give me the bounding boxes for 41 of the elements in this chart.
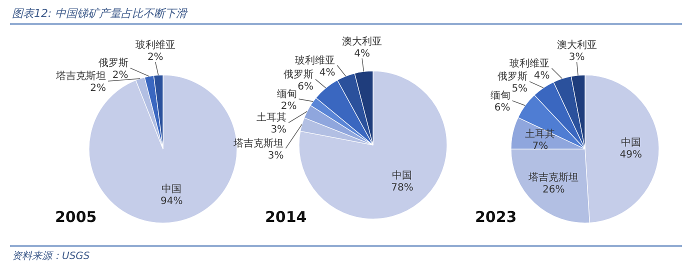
data-label: 3% xyxy=(268,150,284,162)
slice-label: 土耳其 xyxy=(256,112,287,124)
data-label: 7% xyxy=(532,140,548,152)
slice-label: 土耳其 xyxy=(525,128,556,140)
slice-label: 塔吉克斯坦 xyxy=(528,171,579,184)
data-label: 2% xyxy=(90,83,106,94)
data-label: 2% xyxy=(280,100,297,112)
text: 资料来源：USGS xyxy=(12,250,90,262)
slice-label: 玻利维亚 xyxy=(510,57,550,70)
text: 图表12: 中国锑矿产量占比不断下滑 xyxy=(12,7,188,20)
slice-label: 缅甸 xyxy=(276,88,297,100)
data-label: 6% xyxy=(298,81,314,92)
data-label: 94% xyxy=(160,196,183,208)
data-label: 78% xyxy=(391,182,414,194)
data-label: 2% xyxy=(147,52,164,64)
data-label: 26% xyxy=(542,184,565,196)
text: 2023 xyxy=(475,208,517,226)
slice-label: 澳大利亚 xyxy=(342,35,382,48)
data-label: 4% xyxy=(354,48,370,60)
data-label: 5% xyxy=(512,84,528,95)
slice-label: 俄罗斯 xyxy=(98,57,128,70)
data-label: 4% xyxy=(319,67,336,78)
slice-label: 中国 xyxy=(620,136,641,149)
data-label: 2% xyxy=(112,70,128,82)
slice-label: 塔吉克斯坦 xyxy=(232,137,284,150)
slice-label: 玻利维亚 xyxy=(135,39,176,52)
data-label: 6% xyxy=(494,102,510,114)
text: 2014 xyxy=(265,208,307,226)
slice-label: 中国 xyxy=(162,183,182,196)
data-label: 3% xyxy=(568,52,585,64)
data-label: 3% xyxy=(270,124,287,136)
slice-label: 澳大利亚 xyxy=(556,39,597,52)
slice-label: 塔吉克斯坦 xyxy=(55,70,106,82)
data-label: 49% xyxy=(620,150,642,161)
slice-label: 玻利维亚 xyxy=(295,54,336,66)
slice-label: 缅甸 xyxy=(490,90,510,102)
data-label: 4% xyxy=(534,70,550,82)
slice-label: 中国 xyxy=(392,169,412,182)
slice-label: 俄罗斯 xyxy=(283,68,314,80)
slice-label: 俄罗斯 xyxy=(498,70,528,83)
text: 2005 xyxy=(55,208,97,226)
